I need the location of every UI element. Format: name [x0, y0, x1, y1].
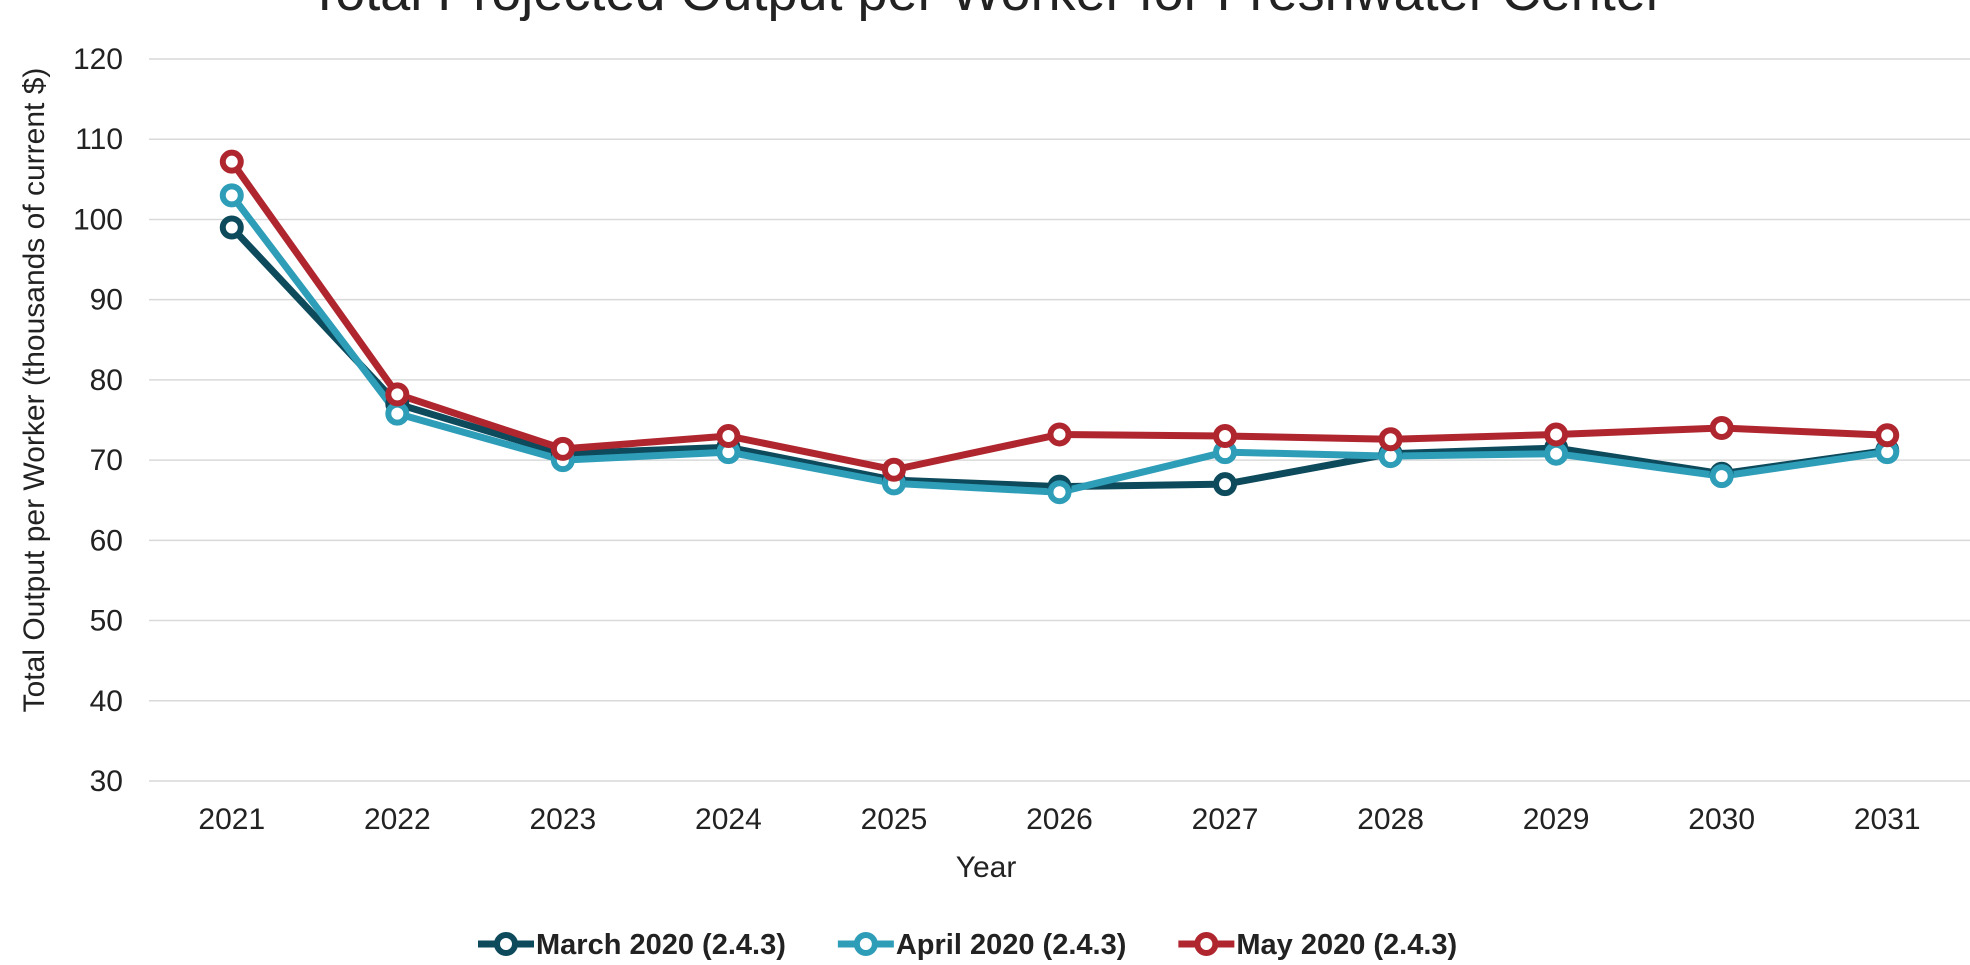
x-tick-label: 2022 [364, 803, 431, 836]
data-point [550, 436, 575, 461]
legend-label: March 2020 (2.4.3) [536, 929, 786, 961]
x-tick-label: 2031 [1854, 803, 1921, 836]
x-axis-label: Year [956, 851, 1017, 884]
y-tick-label: 90 [90, 284, 123, 317]
data-point [1378, 427, 1403, 452]
x-tick-label: 2021 [198, 803, 265, 836]
data-point [219, 183, 244, 208]
y-tick-label: 70 [90, 444, 123, 477]
legend: March 2020 (2.4.3) April 2020 (2.4.3) May … [478, 929, 1457, 961]
x-tick-label: 2030 [1688, 803, 1755, 836]
data-point [1709, 416, 1734, 441]
data-point [881, 457, 906, 482]
chart-title: Total Projected Output per Worker for Fr… [308, 0, 1664, 22]
data-point [1213, 424, 1238, 449]
legend-label: May 2020 (2.4.3) [1236, 929, 1457, 961]
legend-marker [853, 932, 878, 956]
data-point [1544, 441, 1569, 466]
data-point [1544, 422, 1569, 447]
x-tick-label: 2026 [1026, 803, 1093, 836]
y-axis-label: Total Output per Worker (thousands of cu… [18, 68, 51, 713]
data-point [716, 424, 741, 449]
legend-label: April 2020 (2.4.3) [896, 929, 1127, 961]
data-point [1047, 422, 1072, 447]
legend-marker [494, 932, 518, 956]
data-point [219, 149, 244, 174]
x-tick-label: 2028 [1357, 803, 1424, 836]
data-point [1709, 464, 1734, 489]
x-tick-label: 2027 [1192, 803, 1259, 836]
data-point [1213, 472, 1238, 497]
y-tick-label: 100 [73, 203, 123, 236]
y-tick-label: 30 [90, 765, 123, 798]
data-point [1875, 423, 1900, 448]
data-point [219, 215, 244, 240]
series-line [228, 193, 1888, 496]
y-tick-label: 40 [90, 685, 123, 718]
data-point [385, 382, 410, 407]
y-tick-label: 110 [75, 123, 123, 156]
x-tick-label: 2023 [529, 803, 596, 836]
x-tick-label: 2029 [1523, 803, 1590, 836]
y-tick-label: 60 [90, 524, 123, 557]
x-tick-label: 2024 [695, 803, 762, 836]
series-line [229, 225, 1888, 491]
y-tick-label: 50 [90, 605, 123, 638]
data-point [385, 401, 410, 426]
data-point [1047, 480, 1072, 505]
legend-marker [1194, 932, 1219, 956]
x-tick-label: 2025 [861, 803, 928, 836]
y-tick-label: 80 [90, 364, 123, 397]
y-tick-label: 120 [73, 43, 123, 76]
